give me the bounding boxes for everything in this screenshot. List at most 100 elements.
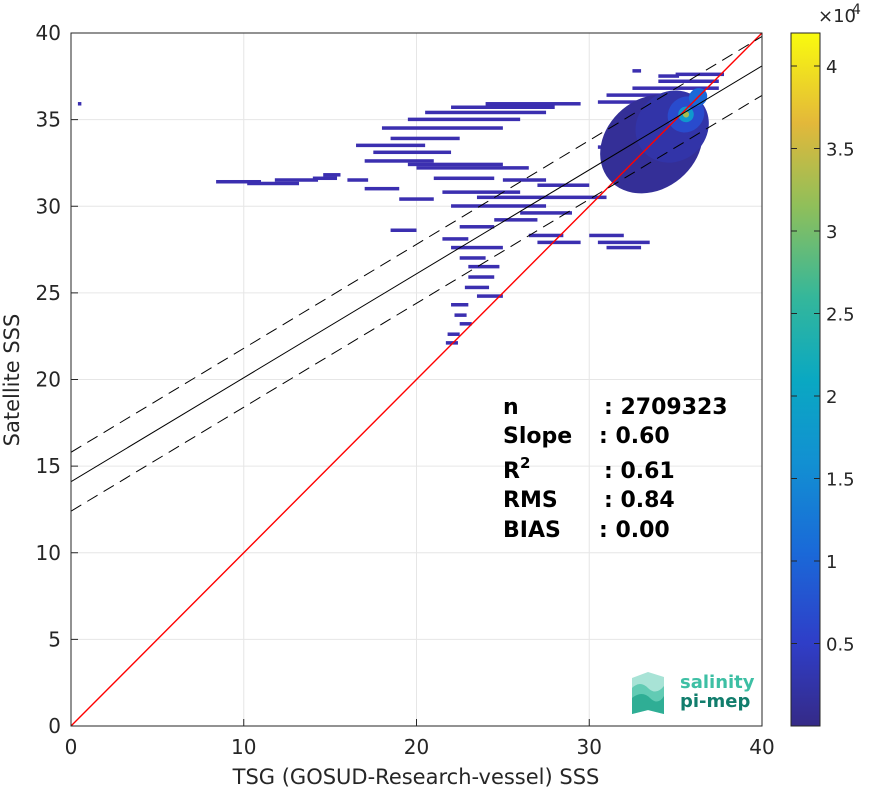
density-segment xyxy=(77,102,82,106)
density-segment xyxy=(442,237,469,241)
density-segment xyxy=(364,159,434,163)
density-segment xyxy=(407,162,503,167)
stat-label: Slope xyxy=(503,424,572,449)
density-segment xyxy=(459,256,486,260)
density-segment xyxy=(445,341,458,345)
one-to-one-line xyxy=(71,33,762,726)
density-segment xyxy=(464,285,490,290)
density-segment xyxy=(390,228,417,233)
density-segment xyxy=(373,150,452,155)
density-segment xyxy=(597,240,650,245)
x-axis-label: TSG (GOSUD-Research-vessel) SSS xyxy=(232,765,600,789)
density-segment xyxy=(399,197,434,201)
colorbar-tick-label: 0.5 xyxy=(826,635,855,656)
density-segment xyxy=(433,176,495,181)
density-segment xyxy=(520,211,572,215)
wave-logo-icon xyxy=(632,672,664,714)
y-axis-label: Satellite SSS xyxy=(0,314,24,447)
x-tick-label: 20 xyxy=(404,735,429,759)
density-segment xyxy=(416,166,529,170)
stat-label: BIAS xyxy=(503,518,561,543)
density-segment xyxy=(451,105,555,109)
density-segment xyxy=(425,110,547,115)
density-segment xyxy=(447,332,460,336)
density-segment xyxy=(476,294,503,298)
y-tick-label: 35 xyxy=(36,108,61,132)
density-segment xyxy=(442,190,521,194)
x-axis: 0 10 20 30 40 xyxy=(65,719,775,759)
density-segment xyxy=(451,303,469,307)
y-tick-label: 5 xyxy=(48,627,61,651)
density-segment xyxy=(528,233,564,238)
colorbar-multiplier: ×10 xyxy=(818,6,856,27)
colorbar xyxy=(790,32,821,727)
y-tick-label: 20 xyxy=(36,368,61,392)
density-segment xyxy=(658,74,680,78)
y-tick-label: 25 xyxy=(36,281,61,305)
density-segment xyxy=(632,69,642,73)
density-segment xyxy=(312,176,338,181)
density-segment xyxy=(459,322,472,326)
lower-band-line xyxy=(71,94,762,512)
density-segment xyxy=(502,178,547,182)
stats-box: n : 2709323 Slope : 0.60 R2 : 0.61 RMS : 0.84 BI… xyxy=(503,395,728,543)
logo-line1: salinity xyxy=(680,672,755,693)
colorbar-tick-label: 1.5 xyxy=(826,470,855,491)
colorbar-ticks: 0.5 1 1.5 2 2.5 3 3.5 4 xyxy=(791,57,855,656)
regression-line xyxy=(71,65,762,483)
density-segment xyxy=(606,93,693,97)
density-segment xyxy=(468,264,500,269)
density-segment xyxy=(216,179,262,184)
density-segment xyxy=(485,102,581,106)
x-tick-label: 10 xyxy=(231,735,256,759)
density-segment xyxy=(589,233,624,238)
density-segment xyxy=(356,143,426,148)
density-segment xyxy=(494,218,538,222)
density-segment xyxy=(468,275,495,279)
colorbar-tick-label: 4 xyxy=(826,57,837,78)
density-segment xyxy=(451,204,547,208)
y-tick-label: 30 xyxy=(36,194,61,218)
x-tick-label: 30 xyxy=(577,735,602,759)
stat-label: n xyxy=(503,395,519,420)
stat-value: : 0.84 xyxy=(604,488,675,513)
density-segment xyxy=(247,181,300,186)
salinity-pi-mep-logo: salinity pi-mep xyxy=(632,672,755,714)
density-segment xyxy=(274,178,319,182)
colorbar-tick-label: 3 xyxy=(826,222,837,243)
y-tick-label: 15 xyxy=(36,454,61,478)
density-segment xyxy=(606,245,642,250)
logo-line2: pi-mep xyxy=(680,691,750,712)
fit-lines xyxy=(71,33,762,726)
stat-value: : 0.00 xyxy=(599,518,670,543)
stat-value: : 0.61 xyxy=(604,459,675,484)
stat-value: : 2709323 xyxy=(604,395,728,420)
y-axis: 0 5 10 15 20 25 30 35 40 xyxy=(36,21,78,738)
density-segment xyxy=(537,240,581,245)
x-tick-label: 40 xyxy=(749,735,774,759)
density-segment xyxy=(390,136,460,141)
density-segment xyxy=(451,245,503,250)
y-tick-label: 40 xyxy=(36,21,61,45)
density-segment xyxy=(323,173,341,177)
stat-label: RMS xyxy=(503,488,558,513)
density-segment xyxy=(381,126,503,130)
colorbar-tick-label: 2.5 xyxy=(826,305,855,326)
colorbar-tick-label: 2 xyxy=(826,387,837,408)
colorbar-exponent: 4 xyxy=(852,2,861,18)
density-segment xyxy=(454,313,467,317)
stat-value: : 0.60 xyxy=(599,424,670,449)
density-segment xyxy=(658,79,719,84)
stat-label: R2 xyxy=(503,454,530,484)
density-segment xyxy=(476,195,607,200)
x-tick-label: 0 xyxy=(65,735,78,759)
y-tick-label: 10 xyxy=(36,541,61,565)
colorbar-tick-label: 1 xyxy=(826,552,837,573)
density-segment xyxy=(364,186,400,191)
upper-band-line xyxy=(71,36,762,453)
density-segment xyxy=(459,225,495,229)
y-tick-label: 0 xyxy=(48,714,61,738)
density-segment xyxy=(407,117,521,122)
density-segment xyxy=(347,178,369,182)
